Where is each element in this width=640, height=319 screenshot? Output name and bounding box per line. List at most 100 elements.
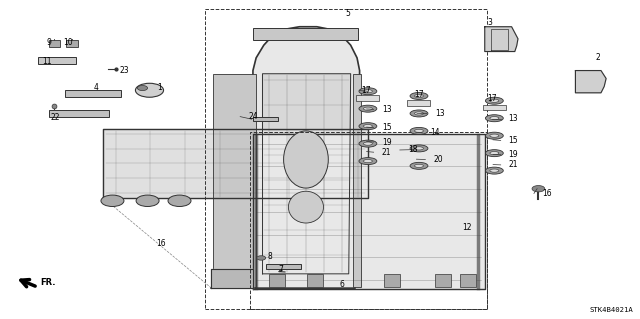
Bar [435, 274, 451, 286]
Ellipse shape [410, 110, 428, 117]
Text: 3: 3 [487, 19, 492, 27]
Ellipse shape [485, 150, 503, 157]
Polygon shape [211, 269, 253, 288]
Ellipse shape [359, 140, 377, 147]
Bar [253, 28, 358, 41]
Text: 6: 6 [339, 279, 344, 288]
Ellipse shape [490, 117, 499, 120]
Text: 13: 13 [435, 109, 445, 118]
Text: 20: 20 [434, 155, 444, 164]
Ellipse shape [415, 147, 424, 150]
Text: 23: 23 [120, 66, 129, 75]
Text: 4: 4 [93, 83, 98, 92]
Ellipse shape [485, 115, 503, 122]
Text: 22: 22 [51, 113, 60, 122]
Ellipse shape [485, 132, 503, 139]
Ellipse shape [490, 134, 499, 137]
Bar [269, 274, 285, 286]
Bar [253, 117, 278, 122]
Text: 13: 13 [382, 105, 392, 114]
Bar [49, 110, 109, 117]
Polygon shape [211, 27, 360, 288]
Ellipse shape [359, 105, 377, 112]
Circle shape [168, 195, 191, 206]
Ellipse shape [359, 158, 377, 165]
Bar [212, 74, 256, 286]
Text: 19: 19 [508, 150, 518, 159]
Bar [483, 105, 506, 110]
Text: 7: 7 [278, 264, 284, 274]
Text: 17: 17 [415, 90, 424, 99]
Polygon shape [253, 134, 484, 289]
Ellipse shape [410, 162, 428, 169]
Ellipse shape [415, 129, 424, 132]
Text: 15: 15 [382, 123, 392, 132]
Text: 16: 16 [542, 189, 552, 198]
Bar [266, 264, 301, 269]
Ellipse shape [364, 160, 372, 163]
Bar [461, 274, 476, 286]
Text: 24: 24 [248, 112, 258, 121]
Bar [307, 274, 323, 286]
Ellipse shape [485, 167, 503, 174]
Circle shape [136, 195, 159, 206]
Text: 17: 17 [362, 86, 371, 95]
Text: STK4B4021A: STK4B4021A [589, 307, 633, 313]
Text: 18: 18 [408, 145, 418, 154]
Ellipse shape [364, 107, 372, 110]
Bar [353, 74, 361, 286]
Polygon shape [103, 129, 368, 197]
Bar [65, 90, 121, 97]
Text: 12: 12 [462, 223, 471, 232]
Ellipse shape [410, 93, 428, 100]
Text: FR.: FR. [40, 278, 56, 287]
Bar [384, 274, 400, 286]
Ellipse shape [485, 97, 503, 104]
Text: 9: 9 [47, 38, 52, 47]
Text: 14: 14 [431, 128, 440, 137]
Text: 17: 17 [487, 94, 497, 103]
Ellipse shape [490, 152, 499, 155]
Bar [408, 100, 431, 106]
Text: 16: 16 [157, 239, 166, 248]
Bar [38, 57, 76, 64]
Circle shape [257, 256, 266, 260]
Circle shape [136, 83, 164, 97]
Ellipse shape [364, 124, 372, 128]
Text: 1: 1 [157, 83, 162, 92]
Polygon shape [575, 70, 606, 93]
Text: 11: 11 [42, 57, 52, 66]
Ellipse shape [490, 169, 499, 172]
Circle shape [101, 195, 124, 206]
Ellipse shape [415, 164, 424, 167]
Ellipse shape [364, 90, 372, 93]
Bar [356, 95, 380, 101]
Circle shape [138, 85, 148, 91]
Text: 21: 21 [508, 160, 518, 169]
Polygon shape [484, 27, 518, 51]
Bar [67, 41, 78, 47]
Bar [250, 131, 487, 309]
Ellipse shape [490, 99, 499, 102]
Ellipse shape [415, 112, 424, 115]
Ellipse shape [410, 145, 428, 152]
Text: 15: 15 [508, 136, 518, 145]
Text: 5: 5 [346, 9, 351, 18]
Text: 8: 8 [268, 252, 273, 261]
Ellipse shape [289, 191, 323, 223]
Text: 19: 19 [382, 137, 392, 146]
Circle shape [532, 186, 545, 192]
Ellipse shape [359, 123, 377, 130]
Text: 21: 21 [382, 148, 392, 157]
Text: 13: 13 [508, 114, 518, 123]
Ellipse shape [364, 142, 372, 145]
Bar [49, 41, 60, 47]
Ellipse shape [359, 88, 377, 95]
Ellipse shape [410, 127, 428, 134]
Ellipse shape [284, 131, 328, 188]
Text: 2: 2 [596, 53, 600, 62]
Ellipse shape [415, 94, 424, 98]
Text: 10: 10 [63, 38, 73, 47]
Bar [205, 9, 487, 309]
Polygon shape [262, 74, 351, 274]
